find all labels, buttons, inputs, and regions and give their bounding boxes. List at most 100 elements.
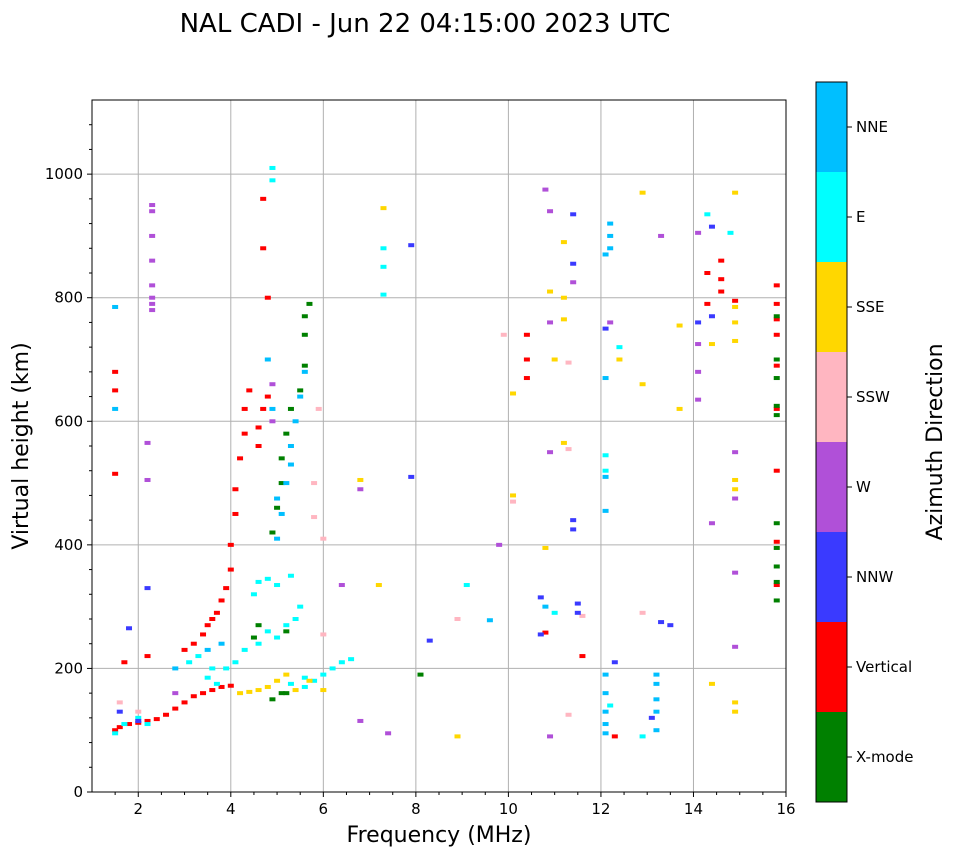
data-point: [209, 688, 216, 693]
data-point: [773, 283, 780, 288]
data-point: [602, 252, 609, 257]
plot-background: [92, 100, 786, 792]
data-point: [204, 647, 211, 652]
data-point: [510, 493, 517, 498]
data-point: [732, 298, 739, 303]
series-nne: [112, 221, 660, 736]
x-tick-label: 6: [319, 800, 329, 818]
data-point: [269, 530, 276, 535]
data-point: [301, 314, 308, 319]
data-point: [732, 338, 739, 343]
x-tick-label: 16: [776, 800, 795, 818]
data-point: [380, 292, 387, 297]
data-point: [269, 178, 276, 183]
data-point: [602, 722, 609, 727]
data-point: [653, 709, 660, 714]
data-point: [255, 579, 262, 584]
data-point: [607, 233, 614, 238]
data-point: [773, 363, 780, 368]
data-point: [708, 224, 715, 229]
data-point: [773, 539, 780, 544]
data-point: [292, 419, 299, 424]
data-point: [542, 187, 549, 192]
data-point: [255, 688, 262, 693]
data-point: [121, 660, 128, 665]
data-point: [209, 666, 216, 671]
data-point: [260, 406, 267, 411]
data-point: [149, 203, 156, 208]
data-point: [301, 684, 308, 689]
data-point: [149, 308, 156, 313]
data-point: [602, 376, 609, 381]
data-point: [607, 221, 614, 226]
data-point: [283, 672, 290, 677]
data-point: [260, 246, 267, 251]
data-point: [287, 406, 294, 411]
x-tick-label: 2: [133, 800, 143, 818]
colorbar-label-nnw: NNW: [856, 568, 893, 586]
data-point: [255, 425, 262, 430]
data-point: [602, 453, 609, 458]
data-point: [116, 700, 123, 705]
data-point: [315, 406, 322, 411]
colorbar-label-e: E: [856, 208, 865, 226]
data-point: [200, 691, 207, 696]
colorbar-segment: [816, 532, 847, 622]
data-point: [269, 406, 276, 411]
x-tick-label: 14: [684, 800, 703, 818]
data-point: [695, 320, 702, 325]
data-point: [338, 660, 345, 665]
data-point: [227, 542, 234, 547]
data-point: [523, 357, 530, 362]
y-tick-label: 600: [54, 412, 83, 430]
data-point: [542, 630, 549, 635]
data-point: [264, 394, 271, 399]
data-point: [560, 240, 567, 245]
data-point: [274, 635, 281, 640]
y-axis-label: Virtual height (km): [9, 342, 34, 549]
colorbar-segment: [816, 352, 847, 442]
data-point: [274, 536, 281, 541]
data-point: [695, 230, 702, 235]
data-point: [773, 583, 780, 588]
data-point: [269, 419, 276, 424]
data-point: [112, 406, 119, 411]
data-point: [250, 635, 257, 640]
data-point: [602, 474, 609, 479]
data-point: [278, 456, 285, 461]
data-point: [144, 586, 151, 591]
data-point: [417, 672, 424, 677]
series-sse: [237, 190, 739, 739]
data-point: [112, 388, 119, 393]
data-point: [523, 376, 530, 381]
data-point: [565, 360, 572, 365]
data-point: [320, 672, 327, 677]
data-point: [269, 165, 276, 170]
data-point: [283, 481, 290, 486]
data-point: [616, 357, 623, 362]
data-point: [121, 722, 128, 727]
data-point: [454, 617, 461, 621]
data-point: [408, 243, 415, 248]
data-point: [565, 712, 572, 717]
data-point: [283, 629, 290, 634]
data-point: [301, 675, 308, 680]
data-point: [607, 320, 614, 325]
data-point: [676, 323, 683, 328]
data-point: [607, 246, 614, 251]
data-point: [301, 369, 308, 374]
data-point: [149, 258, 156, 263]
data-point: [708, 521, 715, 526]
data-point: [704, 271, 711, 275]
data-point: [653, 728, 660, 733]
data-point: [602, 326, 609, 331]
data-point: [250, 592, 257, 597]
y-axis-ticks: 0 200 400 600 800 1000: [45, 124, 92, 801]
data-point: [560, 440, 567, 445]
data-point: [602, 508, 609, 513]
data-point: [658, 233, 665, 238]
y-tick-label: 800: [54, 289, 83, 307]
data-point: [260, 196, 267, 201]
data-point: [172, 706, 179, 711]
data-point: [269, 382, 276, 387]
